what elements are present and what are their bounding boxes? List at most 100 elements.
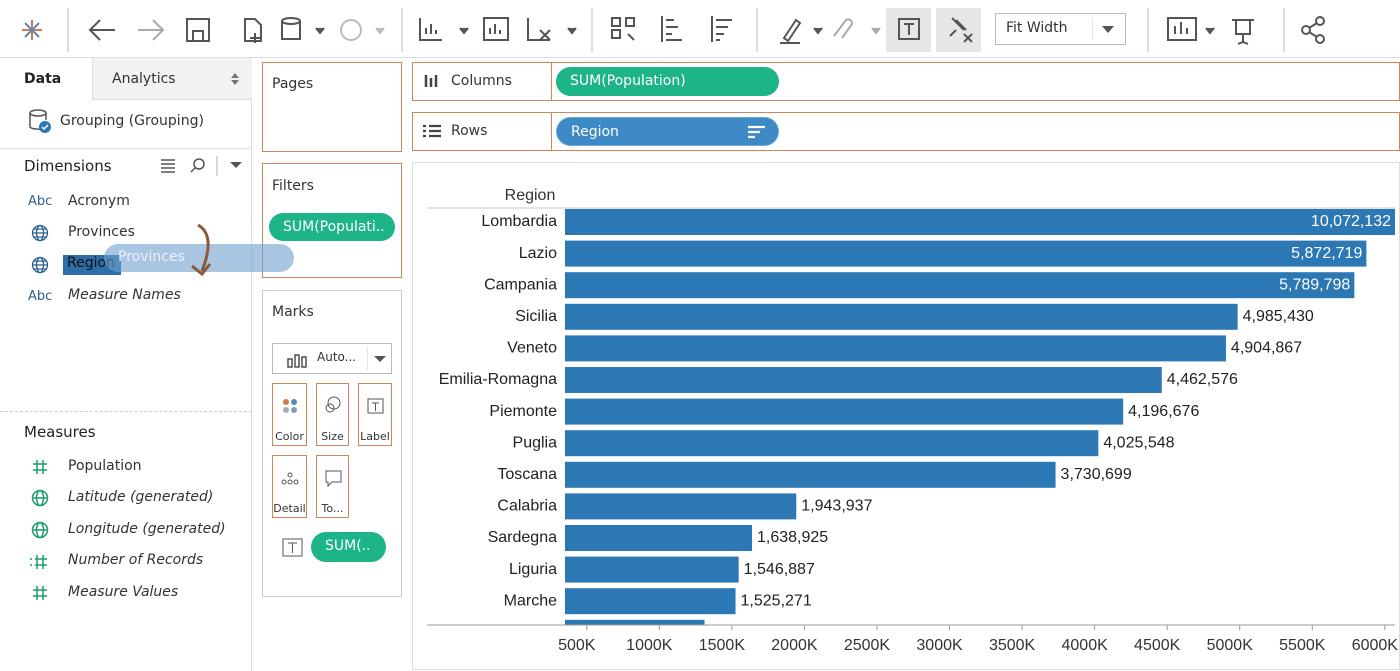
- pages-shelf[interactable]: Pages: [262, 62, 402, 152]
- measure-field[interactable]: Measure Values: [68, 584, 179, 600]
- columns-pill[interactable]: SUM(Population): [556, 67, 779, 96]
- shelf-title: Marks: [272, 304, 314, 320]
- category-label: Emilia-Romagna: [439, 371, 557, 388]
- geo-icon: [31, 256, 49, 274]
- drag-pill-label: Provinces: [118, 249, 185, 265]
- tab-data[interactable]: Data: [0, 58, 92, 100]
- sort-icon: [748, 125, 765, 139]
- toolbar-icons: [22, 8, 1325, 52]
- bar: [565, 335, 1226, 362]
- divider: [0, 411, 252, 413]
- detail-icon: [281, 472, 299, 485]
- category-label: Piemonte: [489, 403, 557, 420]
- bar: [565, 588, 736, 615]
- bar-icon: [287, 354, 307, 368]
- geo-icon: [31, 224, 49, 242]
- x-tick-label: 4000K: [1062, 637, 1109, 654]
- x-tick-label: 1000K: [626, 637, 673, 654]
- value-label: 5,789,798: [1279, 276, 1350, 293]
- category-label: Toscana: [497, 466, 557, 483]
- value-label: 1,546,887: [744, 561, 815, 578]
- color-card[interactable]: Color: [272, 383, 307, 446]
- category-label: Campania: [484, 276, 557, 293]
- columns-shelf[interactable]: Columns SUM(Population): [412, 62, 1400, 101]
- filter-pill[interactable]: SUM(Populati..: [269, 213, 395, 241]
- label-icon: [367, 398, 384, 414]
- category-label: Lombardia: [481, 213, 557, 230]
- mark-type: Auto...: [317, 350, 357, 364]
- datasource-name[interactable]: Grouping (Grouping): [60, 113, 204, 129]
- rows-pill[interactable]: Region: [556, 117, 779, 146]
- filters-shelf[interactable]: Filters SUM(Populati..: [262, 163, 402, 278]
- fit-option: Fit Width: [1006, 20, 1068, 36]
- dimensions-tools: [161, 156, 242, 176]
- bar: [565, 430, 1099, 457]
- bar: [565, 367, 1162, 393]
- category-label: Marche: [504, 592, 557, 609]
- card-label: Color: [275, 430, 304, 443]
- measure-field[interactable]: Population: [68, 458, 142, 474]
- columns-icon: [424, 75, 438, 87]
- x-tick-label: 2000K: [771, 637, 818, 654]
- category-label: Sicilia: [515, 308, 557, 325]
- fit-dropdown[interactable]: Fit Width: [995, 13, 1126, 45]
- dimensions-title: Dimensions: [24, 157, 112, 175]
- x-tick-label: 5500K: [1279, 637, 1326, 654]
- label-card[interactable]: Label: [358, 383, 392, 446]
- card-label: Detail: [273, 502, 306, 515]
- bar: [565, 461, 1056, 488]
- bar: [565, 619, 705, 625]
- card-label: To...: [321, 502, 344, 515]
- mark-type-dropdown[interactable]: Auto...: [272, 343, 392, 374]
- x-tick-label: 5000K: [1207, 637, 1254, 654]
- value-label: 4,196,676: [1128, 403, 1199, 420]
- value-label: 5,872,719: [1291, 245, 1362, 262]
- x-tick-label: 1500K: [699, 637, 746, 654]
- dimension-field[interactable]: Acronym: [68, 193, 130, 209]
- bar: [565, 556, 739, 583]
- tab-analytics[interactable]: Analytics: [92, 58, 252, 100]
- size-icon: [325, 396, 341, 413]
- drag-pill: Provinces: [104, 244, 294, 272]
- data-pane: Data Analytics Grouping (Grouping) Dimen…: [0, 58, 252, 671]
- x-tick-label: 3500K: [989, 637, 1036, 654]
- shelf-title: Columns: [451, 73, 512, 89]
- shelf-title: Filters: [272, 178, 314, 194]
- shelf-title: Pages: [272, 76, 314, 92]
- tooltip-card[interactable]: To...: [316, 455, 349, 518]
- measure-field[interactable]: Longitude (generated): [68, 521, 226, 537]
- field-type: Abc: [28, 289, 53, 304]
- datasource-icon: [29, 109, 51, 133]
- dropdown-arrow: [1092, 18, 1114, 40]
- mark-pill[interactable]: SUM(..: [311, 532, 386, 562]
- label-icon: [282, 538, 303, 557]
- value-label: 1,638,925: [757, 529, 828, 546]
- dimension-field[interactable]: Provinces: [68, 224, 135, 240]
- measure-field[interactable]: Number of Records: [68, 552, 204, 568]
- bar: [565, 272, 1355, 299]
- x-tick-label: 500K: [558, 637, 596, 654]
- divider: [551, 63, 552, 100]
- detail-card[interactable]: Detail: [272, 455, 307, 518]
- value-label: 4,462,576: [1167, 371, 1238, 388]
- category-label: Calabria: [497, 498, 557, 515]
- dimension-field[interactable]: Measure Names: [68, 287, 181, 303]
- rows-shelf[interactable]: Rows Region: [412, 112, 1400, 151]
- value-label: 10,072,132: [1311, 213, 1391, 230]
- rows-icon: [423, 124, 441, 138]
- value-label: 1,943,937: [801, 498, 872, 515]
- dropdown-arrow: [367, 347, 386, 370]
- toolbar: Fit Width: [0, 0, 1400, 58]
- drag-arrow: [191, 223, 212, 277]
- tab-label: Data: [24, 71, 62, 87]
- bar: [565, 525, 753, 551]
- category-label: Veneto: [507, 340, 557, 357]
- measure-field[interactable]: Latitude (generated): [68, 489, 214, 505]
- measures-title: Measures: [24, 423, 96, 441]
- size-card[interactable]: Size: [316, 383, 349, 446]
- row-header: Region: [505, 187, 556, 204]
- value-label: 4,904,867: [1231, 340, 1302, 357]
- bar: [565, 493, 797, 520]
- divider: [0, 148, 252, 149]
- bar: [565, 303, 1238, 330]
